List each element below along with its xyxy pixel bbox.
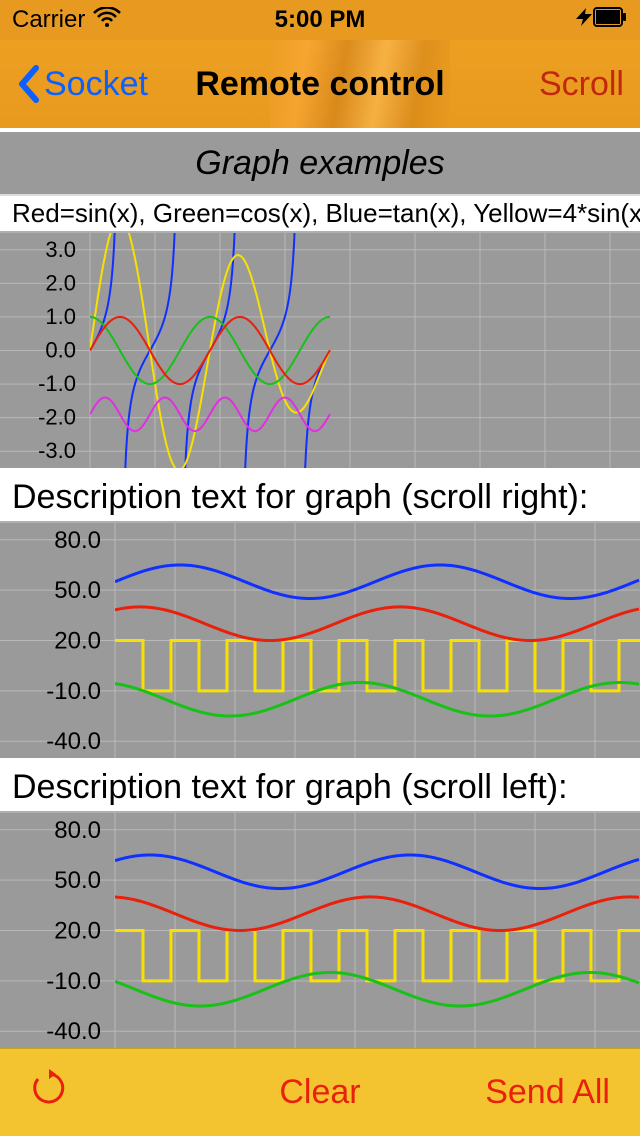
graph1[interactable]: 3.0 2.0 1.0 0.0 -1.0 -2.0 -3.0 [0, 231, 640, 468]
bottom-toolbar: Clear Send All [0, 1048, 640, 1136]
status-right [572, 6, 628, 35]
back-label: Socket [44, 65, 148, 104]
svg-text:-2.0: -2.0 [38, 405, 76, 430]
svg-text:1.0: 1.0 [45, 304, 76, 329]
section-header: Graph examples [0, 128, 640, 194]
svg-text:-10.0: -10.0 [46, 968, 101, 995]
refresh-button[interactable] [30, 1069, 68, 1116]
refresh-icon [30, 1069, 68, 1107]
svg-text:50.0: 50.0 [54, 867, 101, 894]
battery-icon [572, 6, 628, 35]
status-time: 5:00 PM [275, 6, 366, 34]
svg-text:3.0: 3.0 [45, 237, 76, 262]
chevron-left-icon [16, 64, 42, 104]
svg-text:-1.0: -1.0 [38, 371, 76, 396]
svg-text:20.0: 20.0 [54, 628, 101, 655]
graph1-label: Red=sin(x), Green=cos(x), Blue=tan(x), Y… [0, 194, 640, 231]
scroll-button[interactable]: Scroll [539, 65, 624, 104]
status-bar: Carrier 5:00 PM [0, 0, 640, 40]
status-left: Carrier [12, 6, 121, 34]
clear-button[interactable]: Clear [279, 1073, 360, 1112]
svg-text:-40.0: -40.0 [46, 728, 101, 755]
svg-text:20.0: 20.0 [54, 918, 101, 945]
main-content[interactable]: Graph examples Red=sin(x), Green=cos(x),… [0, 128, 640, 1048]
svg-text:2.0: 2.0 [45, 270, 76, 295]
carrier-label: Carrier [12, 6, 85, 34]
svg-text:80.0: 80.0 [54, 817, 101, 844]
svg-text:80.0: 80.0 [54, 527, 101, 554]
nav-bar: Socket Remote control Scroll [0, 40, 640, 128]
back-button[interactable]: Socket [16, 64, 148, 104]
svg-text:50.0: 50.0 [54, 577, 101, 604]
svg-text:-10.0: -10.0 [46, 678, 101, 705]
svg-text:-40.0: -40.0 [46, 1018, 101, 1045]
graph2-label: Description text for graph (scroll right… [0, 468, 640, 521]
svg-text:-3.0: -3.0 [38, 438, 76, 463]
graph3-label: Description text for graph (scroll left)… [0, 758, 640, 811]
wifi-icon [93, 6, 121, 34]
graph3[interactable]: 80.0 50.0 20.0 -10.0 -40.0 [0, 811, 640, 1048]
svg-text:0.0: 0.0 [45, 338, 76, 363]
send-all-button[interactable]: Send All [485, 1073, 610, 1112]
nav-title: Remote control [195, 65, 444, 104]
graph2[interactable]: 80.0 50.0 20.0 -10.0 -40.0 [0, 521, 640, 758]
